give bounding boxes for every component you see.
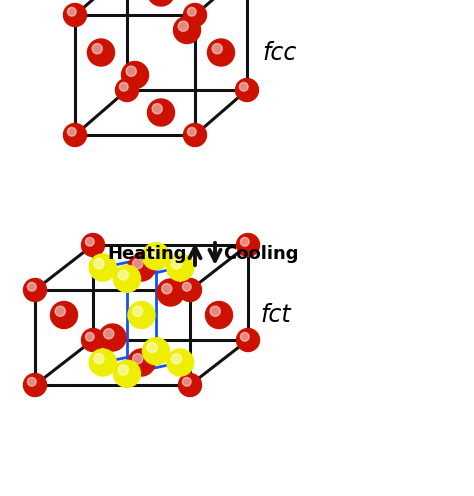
Circle shape <box>162 284 172 294</box>
Circle shape <box>133 354 143 364</box>
Circle shape <box>239 82 248 91</box>
Circle shape <box>51 302 78 328</box>
Circle shape <box>94 258 104 269</box>
Circle shape <box>104 328 114 339</box>
Circle shape <box>82 234 104 256</box>
Circle shape <box>236 78 258 102</box>
Circle shape <box>119 82 128 91</box>
Circle shape <box>89 349 116 376</box>
Circle shape <box>237 234 259 256</box>
Circle shape <box>92 44 102 54</box>
Circle shape <box>240 332 249 341</box>
Circle shape <box>27 377 36 386</box>
Circle shape <box>128 349 155 376</box>
Circle shape <box>179 278 201 302</box>
Circle shape <box>67 7 76 16</box>
Circle shape <box>179 373 201 396</box>
Circle shape <box>173 16 201 44</box>
Circle shape <box>147 248 157 257</box>
Circle shape <box>187 127 196 136</box>
Circle shape <box>99 324 126 351</box>
Circle shape <box>206 302 233 328</box>
Circle shape <box>82 328 104 352</box>
Circle shape <box>133 258 143 269</box>
Circle shape <box>171 258 182 269</box>
Circle shape <box>183 124 207 146</box>
Text: fct: fct <box>260 303 291 327</box>
Circle shape <box>182 282 191 291</box>
Circle shape <box>64 3 86 26</box>
Circle shape <box>88 39 115 66</box>
Circle shape <box>113 265 140 292</box>
Circle shape <box>187 7 196 16</box>
Circle shape <box>143 243 170 270</box>
Circle shape <box>147 99 174 126</box>
Circle shape <box>208 39 235 66</box>
Circle shape <box>64 124 86 146</box>
Circle shape <box>133 306 143 316</box>
Circle shape <box>89 254 116 281</box>
Circle shape <box>85 238 94 246</box>
Circle shape <box>143 338 170 365</box>
Circle shape <box>171 354 182 364</box>
Circle shape <box>113 360 140 387</box>
Circle shape <box>118 270 128 280</box>
Circle shape <box>182 377 191 386</box>
Circle shape <box>126 66 137 76</box>
Circle shape <box>27 282 36 291</box>
Circle shape <box>147 342 157 353</box>
Circle shape <box>55 306 65 316</box>
Circle shape <box>24 373 46 396</box>
Circle shape <box>237 328 259 352</box>
Text: Heating: Heating <box>108 245 187 263</box>
Circle shape <box>152 104 163 114</box>
Circle shape <box>118 365 128 375</box>
Circle shape <box>210 306 220 316</box>
Circle shape <box>116 78 138 102</box>
Circle shape <box>121 62 148 88</box>
Circle shape <box>183 3 207 26</box>
Circle shape <box>94 354 104 364</box>
Circle shape <box>167 349 194 376</box>
Text: Cooling: Cooling <box>223 245 299 263</box>
Text: fcc: fcc <box>262 41 296 64</box>
Circle shape <box>157 279 184 306</box>
Circle shape <box>85 332 94 341</box>
Circle shape <box>67 127 76 136</box>
Circle shape <box>240 238 249 246</box>
Circle shape <box>128 254 155 281</box>
Circle shape <box>167 254 194 281</box>
Circle shape <box>212 44 222 54</box>
Circle shape <box>178 21 188 31</box>
Circle shape <box>24 278 46 302</box>
Circle shape <box>147 0 174 6</box>
Circle shape <box>128 302 155 328</box>
